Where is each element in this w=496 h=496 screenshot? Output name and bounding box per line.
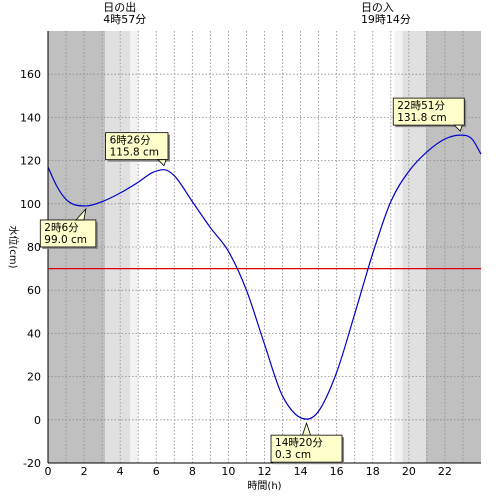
callout-box: [270, 434, 343, 463]
y-tick-label: 20: [27, 371, 41, 384]
x-tick-label: 4: [117, 465, 124, 478]
tide-curve: [47, 134, 482, 420]
twilight-band-evening: [402, 31, 426, 463]
callout-pointer: [453, 124, 463, 132]
callout-value: 99.0 cm: [44, 234, 87, 246]
x-axis-label: 時間(h): [247, 480, 281, 492]
x-tick-label: 20: [402, 465, 416, 478]
x-tick-label: 2: [81, 465, 88, 478]
callout-time: 6時26分: [110, 135, 152, 147]
y-tick-label: 0: [34, 414, 41, 427]
y-tick-label: 160: [20, 68, 41, 81]
series-lines: [47, 134, 482, 420]
sunset-time: 19時14分: [361, 13, 411, 26]
callout-pointer: [74, 207, 87, 221]
x-tick-label: 16: [330, 465, 344, 478]
sunset-label: 日の入: [361, 1, 394, 14]
x-tick-label: 0: [45, 465, 52, 478]
callout-box: [39, 219, 97, 248]
dawn-band-morning: [130, 31, 139, 463]
y-tick-label: 60: [27, 284, 41, 297]
callout-box: [105, 132, 169, 161]
callout-time: 14時20分: [275, 437, 323, 449]
callout-pointer: [301, 421, 312, 436]
y-tick-label: 100: [20, 198, 41, 211]
callout-pointer: [157, 159, 167, 167]
x-tick-label: 6: [153, 465, 160, 478]
y-tick-label: 140: [20, 111, 41, 124]
y-tick-label: 120: [20, 155, 41, 168]
x-tick-label: 18: [366, 465, 380, 478]
callout-value: 115.8 cm: [110, 147, 159, 159]
x-tick-labels: 0 2 4 6 8 10 12 14 16 18 20 22: [45, 465, 452, 478]
y-tick-label: 80: [27, 241, 41, 254]
y-tick-labels: -20 0 20 40 60 80 100 120 140 160: [20, 68, 41, 470]
x-tick-label: 14: [294, 465, 308, 478]
callout-value: 0.3 cm: [275, 449, 311, 461]
x-tick-label: 10: [221, 465, 235, 478]
callout-time: 22時51分: [397, 100, 445, 112]
x-tick-label: 22: [438, 465, 452, 478]
sunrise-label: 日の出: [103, 0, 136, 14]
sunrise-time: 4時57分: [103, 13, 146, 26]
y-tick-label: 40: [27, 327, 41, 340]
y-axis-label: 水位(cm): [7, 225, 20, 268]
callout-time: 2時6分: [44, 222, 79, 234]
x-tick-label: 8: [189, 465, 196, 478]
x-tick-label: 12: [258, 465, 272, 478]
callout-value: 131.8 cm: [397, 112, 446, 124]
y-tick-label: -20: [23, 457, 41, 470]
callout-box: [392, 97, 465, 126]
